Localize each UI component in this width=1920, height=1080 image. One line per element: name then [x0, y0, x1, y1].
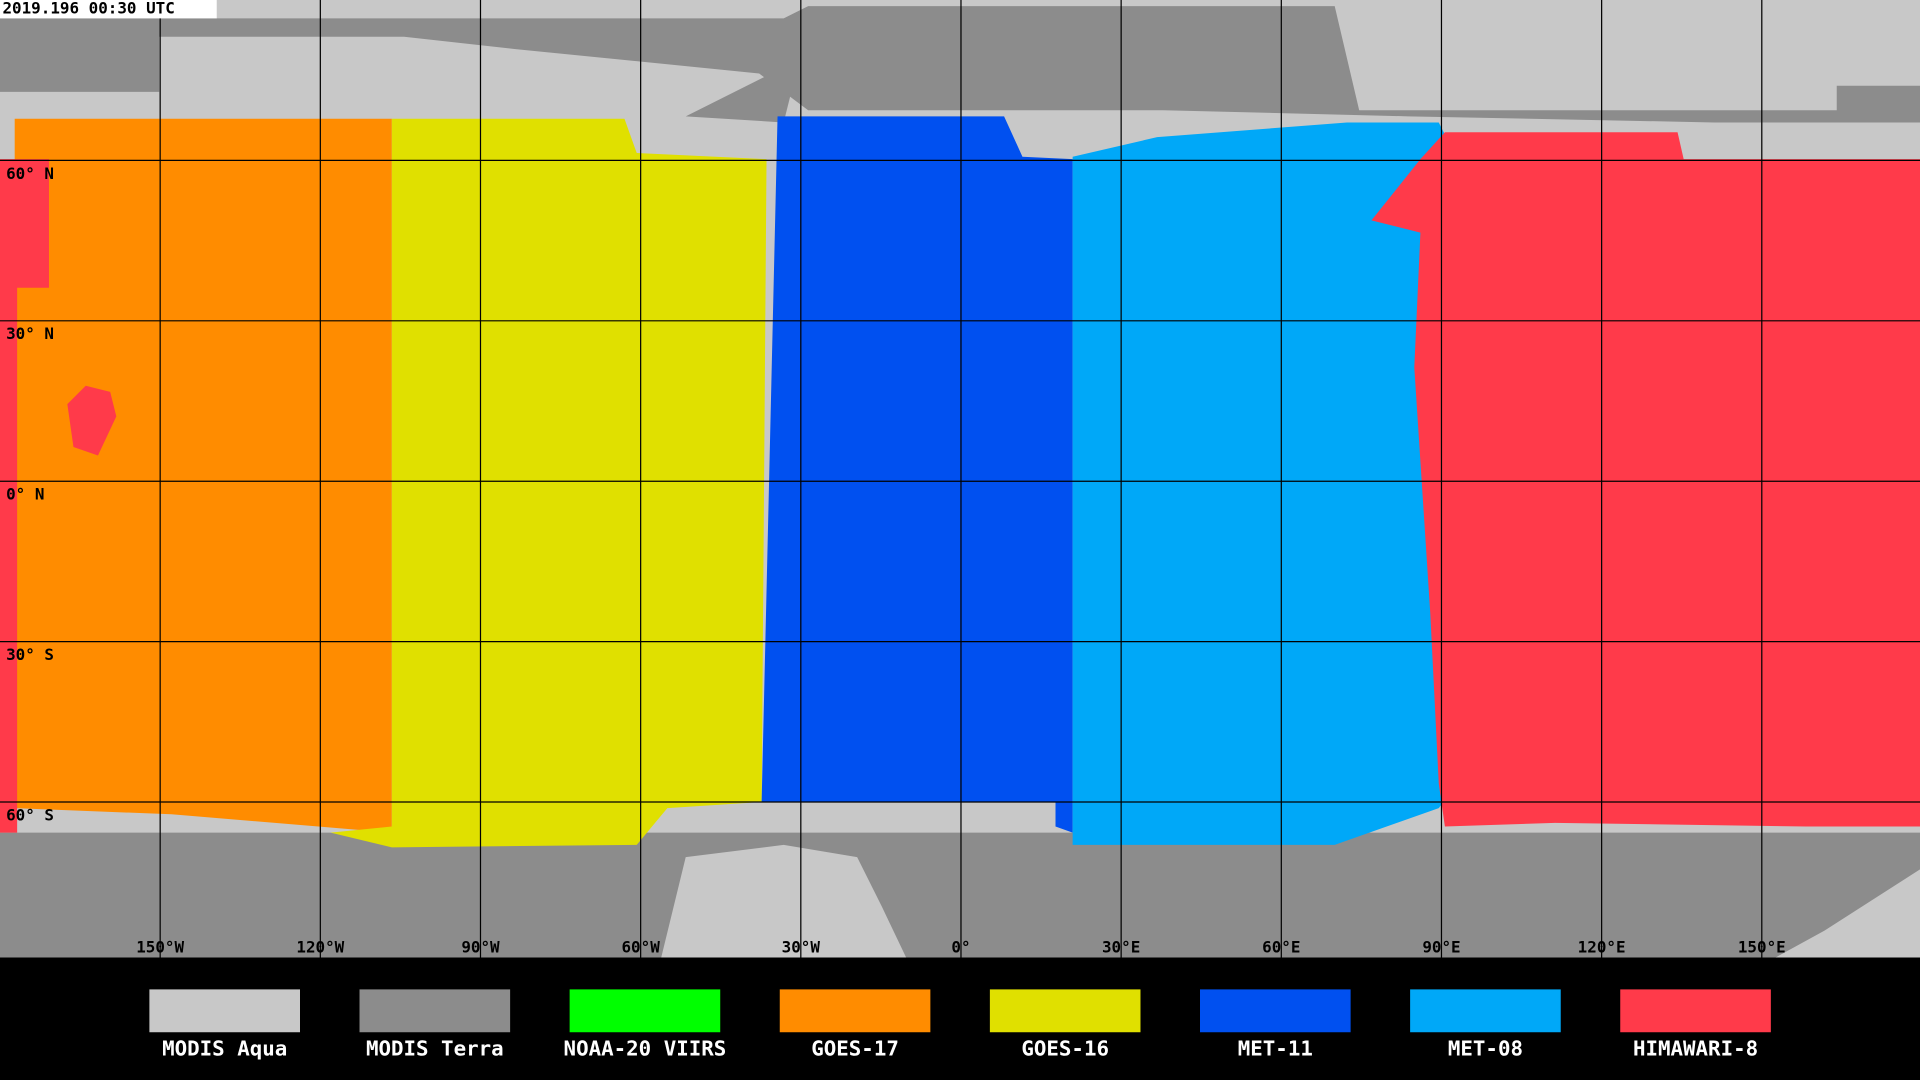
- longitude-label: 150°W: [136, 938, 184, 957]
- latitude-label: 60° N: [6, 164, 54, 183]
- legend-swatch: [1620, 989, 1771, 1033]
- latitude-label: 30° N: [6, 324, 54, 343]
- longitude-label: 90°W: [461, 938, 500, 957]
- legend-swatch: [779, 989, 931, 1033]
- coverage-area: [685, 73, 796, 123]
- longitude-label: 30°W: [782, 938, 821, 957]
- longitude-label: 30°E: [1102, 938, 1140, 957]
- legend-swatch: [569, 989, 721, 1033]
- legend-swatch: [149, 989, 300, 1033]
- legend-label: MODIS Terra: [366, 1037, 504, 1061]
- latitude-label: 30° S: [6, 645, 54, 664]
- legend: MODIS Aqua MODIS Terra NOAA-20 VIIRS GOES-1…: [149, 989, 1771, 1061]
- coverage-area: [14, 118, 392, 833]
- legend-label: MET-11: [1238, 1037, 1313, 1061]
- latitude-label: 0° N: [6, 485, 44, 504]
- legend-label: GOES-17: [811, 1037, 899, 1061]
- legend-swatch: [1200, 989, 1351, 1033]
- longitude-label: 150°E: [1738, 938, 1786, 957]
- coverage-area: [761, 116, 1073, 833]
- longitude-label: 60°E: [1262, 938, 1300, 957]
- legend-label: HIMAWARI-8: [1633, 1037, 1758, 1061]
- timestamp: 2019.196 00:30 UTC: [2, 0, 174, 17]
- legend-swatch: [1410, 989, 1561, 1033]
- coverage-area: [1072, 122, 1464, 845]
- coverage-area: [0, 159, 49, 833]
- legend-label: NOAA-20 VIIRS: [564, 1037, 727, 1061]
- legend-label: GOES-16: [1021, 1037, 1109, 1061]
- coverage-area: [330, 118, 767, 848]
- legend-swatch: [989, 989, 1141, 1033]
- legend-label: MET-08: [1448, 1037, 1523, 1061]
- coverage-regions: [0, 0, 1920, 958]
- graticule-labels: 60° N 30° N 0° N 30° S 60° S 150°W 120°W 90°W 60…: [6, 164, 1786, 957]
- graticule: [0, 0, 1920, 958]
- coverage-area: [67, 385, 117, 456]
- longitude-label: 120°W: [296, 938, 344, 957]
- legend-label: MODIS Aqua: [162, 1037, 287, 1061]
- latitude-label: 60° S: [6, 805, 54, 824]
- timestamp-box: [0, 0, 217, 19]
- longitude-label: 60°W: [621, 938, 660, 957]
- longitude-label: 120°E: [1578, 938, 1626, 957]
- longitude-label: 90°E: [1422, 938, 1460, 957]
- legend-swatch: [359, 989, 511, 1033]
- coverage-area: [1371, 132, 1920, 827]
- longitude-label: 0°: [951, 938, 970, 957]
